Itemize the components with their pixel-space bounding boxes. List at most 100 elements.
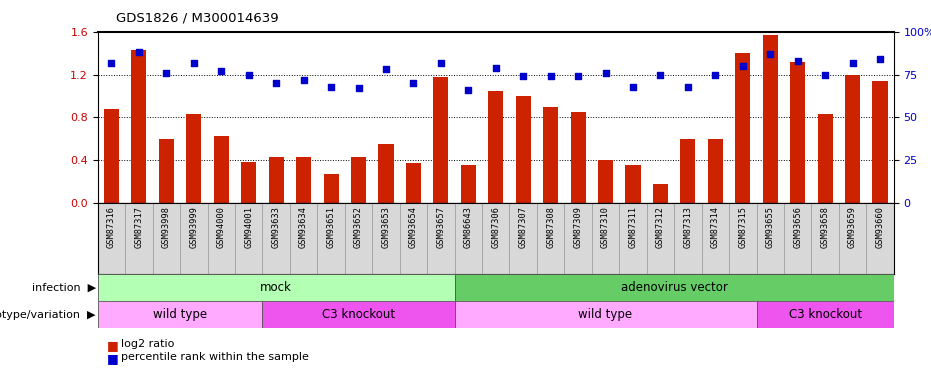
Point: [296, 77, 311, 83]
Bar: [454, 301, 757, 328]
Point: [241, 72, 256, 78]
Point: [845, 60, 860, 66]
Text: percentile rank within the sample: percentile rank within the sample: [121, 352, 309, 363]
Text: ■: ■: [107, 339, 119, 352]
Point: [269, 80, 284, 86]
Bar: [543, 106, 559, 203]
Text: GSM94000: GSM94000: [217, 206, 226, 249]
Point: [351, 85, 366, 91]
Point: [598, 70, 613, 76]
Bar: [296, 157, 311, 203]
Text: wild type: wild type: [578, 308, 632, 321]
Text: GSM93998: GSM93998: [162, 206, 171, 249]
Text: GDS1826 / M300014639: GDS1826 / M300014639: [116, 11, 279, 24]
Point: [626, 84, 641, 90]
Point: [762, 51, 777, 57]
Text: mock: mock: [261, 281, 292, 294]
Text: GSM93658: GSM93658: [820, 206, 830, 249]
Bar: [433, 77, 449, 203]
Bar: [681, 139, 695, 203]
Bar: [186, 114, 201, 203]
Point: [817, 72, 832, 78]
Text: GSM87307: GSM87307: [519, 206, 528, 249]
Bar: [323, 174, 339, 203]
Bar: [98, 274, 454, 301]
Text: GSM93655: GSM93655: [765, 206, 775, 249]
Bar: [708, 139, 722, 203]
Point: [434, 60, 449, 66]
Text: GSM87313: GSM87313: [683, 206, 693, 249]
Point: [653, 72, 668, 78]
Point: [571, 74, 586, 80]
Text: GSM87316: GSM87316: [107, 206, 116, 249]
Text: ■: ■: [107, 352, 119, 366]
Bar: [241, 162, 256, 203]
Bar: [762, 35, 777, 203]
Text: GSM87306: GSM87306: [492, 206, 500, 249]
Point: [159, 70, 174, 76]
Text: GSM87309: GSM87309: [573, 206, 583, 249]
Bar: [872, 81, 887, 203]
Text: infection  ▶: infection ▶: [32, 283, 96, 292]
Bar: [488, 91, 504, 203]
Bar: [790, 62, 805, 203]
Point: [543, 74, 558, 80]
Bar: [131, 50, 146, 203]
Text: GSM87315: GSM87315: [738, 206, 748, 249]
Bar: [269, 157, 284, 203]
Bar: [817, 114, 832, 203]
Text: GSM87314: GSM87314: [711, 206, 720, 249]
Text: genotype/variation  ▶: genotype/variation ▶: [0, 310, 96, 320]
Point: [131, 50, 146, 55]
Bar: [406, 164, 421, 203]
Point: [489, 65, 504, 71]
Text: GSM87310: GSM87310: [601, 206, 610, 249]
Point: [708, 72, 722, 78]
Bar: [214, 135, 229, 203]
Text: C3 knockout: C3 knockout: [322, 308, 395, 321]
Text: GSM87311: GSM87311: [628, 206, 638, 249]
Point: [735, 63, 750, 69]
Text: GSM93634: GSM93634: [299, 206, 308, 249]
Text: GSM93654: GSM93654: [409, 206, 418, 249]
Text: GSM86643: GSM86643: [464, 206, 473, 249]
Text: GSM93633: GSM93633: [272, 206, 280, 249]
Bar: [735, 53, 750, 203]
Text: wild type: wild type: [153, 308, 208, 321]
Point: [406, 80, 421, 86]
Bar: [845, 75, 860, 203]
Bar: [159, 139, 174, 203]
Text: C3 knockout: C3 knockout: [789, 308, 862, 321]
Point: [681, 84, 695, 90]
Bar: [98, 301, 263, 328]
Point: [516, 74, 531, 80]
Bar: [378, 144, 394, 203]
Bar: [626, 165, 641, 203]
Bar: [757, 301, 894, 328]
Text: GSM93999: GSM93999: [189, 206, 198, 249]
Point: [461, 87, 476, 93]
Bar: [653, 184, 668, 203]
Text: GSM93657: GSM93657: [437, 206, 445, 249]
Bar: [104, 109, 119, 203]
Text: GSM93656: GSM93656: [793, 206, 803, 249]
Point: [214, 68, 229, 74]
Point: [186, 60, 201, 66]
Point: [379, 66, 394, 72]
Point: [104, 60, 119, 66]
Text: GSM87308: GSM87308: [546, 206, 555, 249]
Text: GSM93652: GSM93652: [354, 206, 363, 249]
Bar: [454, 274, 894, 301]
Bar: [516, 96, 531, 203]
Bar: [461, 165, 476, 203]
Text: GSM87312: GSM87312: [656, 206, 665, 249]
Text: GSM93651: GSM93651: [327, 206, 335, 249]
Point: [324, 84, 339, 90]
Bar: [351, 157, 366, 203]
Text: log2 ratio: log2 ratio: [121, 339, 174, 350]
Bar: [598, 160, 614, 203]
Text: GSM93653: GSM93653: [382, 206, 390, 249]
Text: GSM93659: GSM93659: [848, 206, 857, 249]
Text: GSM93660: GSM93660: [875, 206, 884, 249]
Text: adenovirus vector: adenovirus vector: [621, 281, 728, 294]
